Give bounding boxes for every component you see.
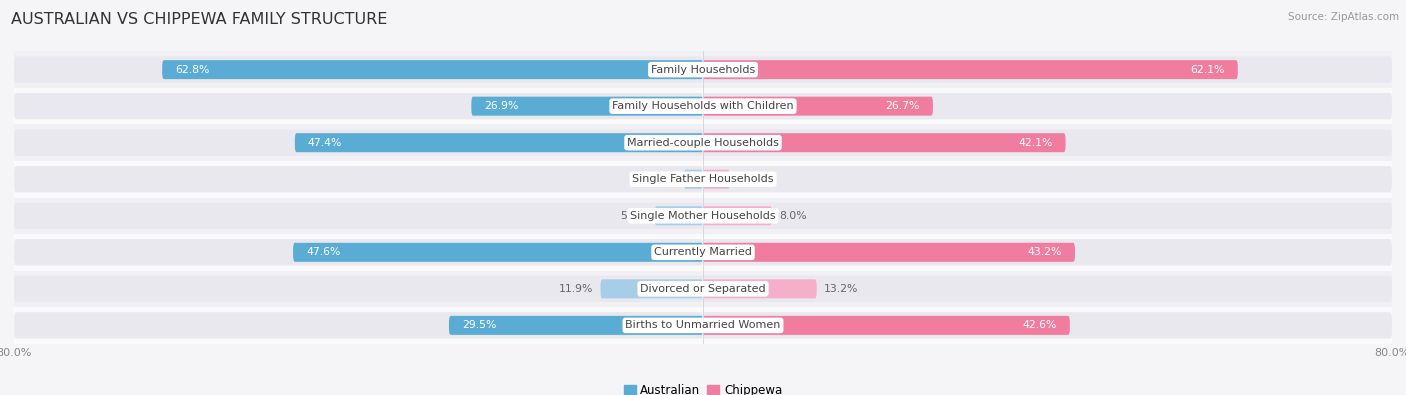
FancyBboxPatch shape	[703, 130, 1392, 156]
Text: Divorced or Separated: Divorced or Separated	[640, 284, 766, 294]
Text: 29.5%: 29.5%	[461, 320, 496, 330]
Bar	[14, 161, 1392, 198]
Text: Single Mother Households: Single Mother Households	[630, 211, 776, 221]
FancyBboxPatch shape	[162, 60, 703, 79]
Text: Source: ZipAtlas.com: Source: ZipAtlas.com	[1288, 12, 1399, 22]
FancyBboxPatch shape	[14, 312, 703, 339]
Text: Births to Unmarried Women: Births to Unmarried Women	[626, 320, 780, 330]
FancyBboxPatch shape	[703, 166, 1392, 192]
Text: Family Households: Family Households	[651, 65, 755, 75]
Text: 47.4%: 47.4%	[308, 138, 342, 148]
FancyBboxPatch shape	[600, 279, 703, 298]
FancyBboxPatch shape	[703, 203, 1392, 229]
FancyBboxPatch shape	[703, 312, 1392, 339]
Bar	[14, 271, 1392, 307]
Bar	[14, 124, 1392, 161]
Bar	[14, 88, 1392, 124]
Text: 13.2%: 13.2%	[824, 284, 858, 294]
Text: 47.6%: 47.6%	[307, 247, 340, 257]
Text: Single Father Households: Single Father Households	[633, 174, 773, 184]
Text: 2.2%: 2.2%	[650, 174, 678, 184]
Text: 42.1%: 42.1%	[1018, 138, 1053, 148]
FancyBboxPatch shape	[703, 93, 1392, 119]
Text: 11.9%: 11.9%	[560, 284, 593, 294]
FancyBboxPatch shape	[449, 316, 703, 335]
FancyBboxPatch shape	[14, 93, 703, 119]
FancyBboxPatch shape	[703, 60, 1237, 79]
FancyBboxPatch shape	[703, 316, 1070, 335]
FancyBboxPatch shape	[703, 206, 772, 225]
FancyBboxPatch shape	[703, 170, 730, 189]
FancyBboxPatch shape	[703, 133, 1066, 152]
FancyBboxPatch shape	[295, 133, 703, 152]
FancyBboxPatch shape	[703, 239, 1392, 265]
Bar	[14, 198, 1392, 234]
Text: 3.1%: 3.1%	[737, 174, 763, 184]
Text: 8.0%: 8.0%	[779, 211, 807, 221]
FancyBboxPatch shape	[655, 206, 703, 225]
Text: 43.2%: 43.2%	[1028, 247, 1062, 257]
Bar	[14, 234, 1392, 271]
Text: Married-couple Households: Married-couple Households	[627, 138, 779, 148]
FancyBboxPatch shape	[14, 166, 703, 192]
FancyBboxPatch shape	[14, 239, 703, 265]
Text: 26.9%: 26.9%	[484, 101, 519, 111]
Text: 62.1%: 62.1%	[1191, 65, 1225, 75]
FancyBboxPatch shape	[685, 170, 703, 189]
FancyBboxPatch shape	[14, 130, 703, 156]
FancyBboxPatch shape	[703, 97, 934, 116]
FancyBboxPatch shape	[703, 243, 1076, 262]
FancyBboxPatch shape	[703, 276, 1392, 302]
FancyBboxPatch shape	[14, 276, 703, 302]
Text: 62.8%: 62.8%	[176, 65, 209, 75]
Bar	[14, 51, 1392, 88]
Text: Currently Married: Currently Married	[654, 247, 752, 257]
FancyBboxPatch shape	[14, 203, 703, 229]
Text: 42.6%: 42.6%	[1022, 320, 1057, 330]
Text: Family Households with Children: Family Households with Children	[612, 101, 794, 111]
FancyBboxPatch shape	[292, 243, 703, 262]
Text: 5.6%: 5.6%	[620, 211, 648, 221]
FancyBboxPatch shape	[703, 279, 817, 298]
Text: AUSTRALIAN VS CHIPPEWA FAMILY STRUCTURE: AUSTRALIAN VS CHIPPEWA FAMILY STRUCTURE	[11, 12, 388, 27]
Text: 26.7%: 26.7%	[886, 101, 920, 111]
FancyBboxPatch shape	[14, 56, 703, 83]
Bar	[14, 307, 1392, 344]
FancyBboxPatch shape	[703, 56, 1392, 83]
Legend: Australian, Chippewa: Australian, Chippewa	[619, 380, 787, 395]
FancyBboxPatch shape	[471, 97, 703, 116]
